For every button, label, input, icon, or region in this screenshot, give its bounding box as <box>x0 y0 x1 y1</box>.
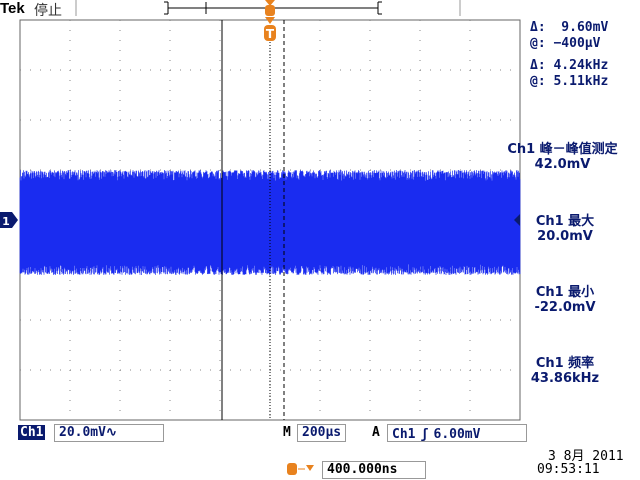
measurement-min[interactable]: Ch1 最小 -22.0mV <box>505 285 625 315</box>
trigger-settings[interactable]: Ch1 ʃ 6.00mV <box>387 424 527 442</box>
cursor-at-frequency: @: 5.11kHz <box>530 74 608 89</box>
trigger-label: A <box>372 425 380 440</box>
volts-per-div[interactable]: 20.0mV∿ <box>54 424 164 442</box>
channel-1-button[interactable]: Ch1 <box>18 425 45 440</box>
measurement-value: 20.0mV <box>505 229 625 244</box>
svg-text:1: 1 <box>2 215 10 228</box>
measurement-label: Ch1 最大 <box>505 214 625 229</box>
main-timebase-label: M <box>283 425 291 440</box>
measurement-frequency[interactable]: Ch1 频率 43.86kHz <box>505 356 625 386</box>
cursor-at-voltage: @: −400μV <box>530 36 600 51</box>
measurement-peak-to-peak[interactable]: Ch1 峰－峰值测定 42.0mV <box>495 142 630 172</box>
trigger-slope-icon: ʃ <box>421 427 429 442</box>
trigger-source: Ch1 <box>392 427 415 442</box>
trigger-offset[interactable]: 400.000ns <box>322 461 426 479</box>
trigger-level: 6.00mV <box>434 427 481 442</box>
measurement-label: Ch1 峰－峰值测定 <box>495 142 630 157</box>
measurement-label: Ch1 最小 <box>505 285 625 300</box>
svg-text:T: T <box>266 27 275 41</box>
trigger-offset-icon <box>287 463 314 475</box>
cursor-delta-voltage: Δ: 9.60mV <box>530 20 608 35</box>
channel-1-marker: 1 <box>0 212 18 228</box>
measurement-value: -22.0mV <box>505 300 625 315</box>
measurement-label: Ch1 频率 <box>505 356 625 371</box>
measurement-max[interactable]: Ch1 最大 20.0mV <box>505 214 625 244</box>
measurement-value: 43.86kHz <box>505 371 625 386</box>
cursor-delta-frequency: Δ: 4.24kHz <box>530 58 608 73</box>
timebase[interactable]: 200μs <box>297 424 346 442</box>
time: 09:53:11 <box>537 462 600 477</box>
measurement-value: 42.0mV <box>495 157 630 172</box>
